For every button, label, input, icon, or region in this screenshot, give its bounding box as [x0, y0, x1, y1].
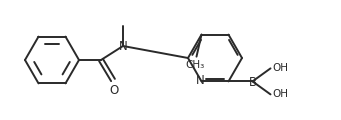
Text: CH₃: CH₃ — [186, 60, 205, 70]
Text: OH: OH — [272, 89, 288, 99]
Text: N: N — [196, 74, 205, 87]
Text: OH: OH — [272, 63, 288, 73]
Text: N: N — [119, 39, 128, 53]
Text: O: O — [109, 84, 119, 97]
Text: B: B — [249, 76, 256, 89]
